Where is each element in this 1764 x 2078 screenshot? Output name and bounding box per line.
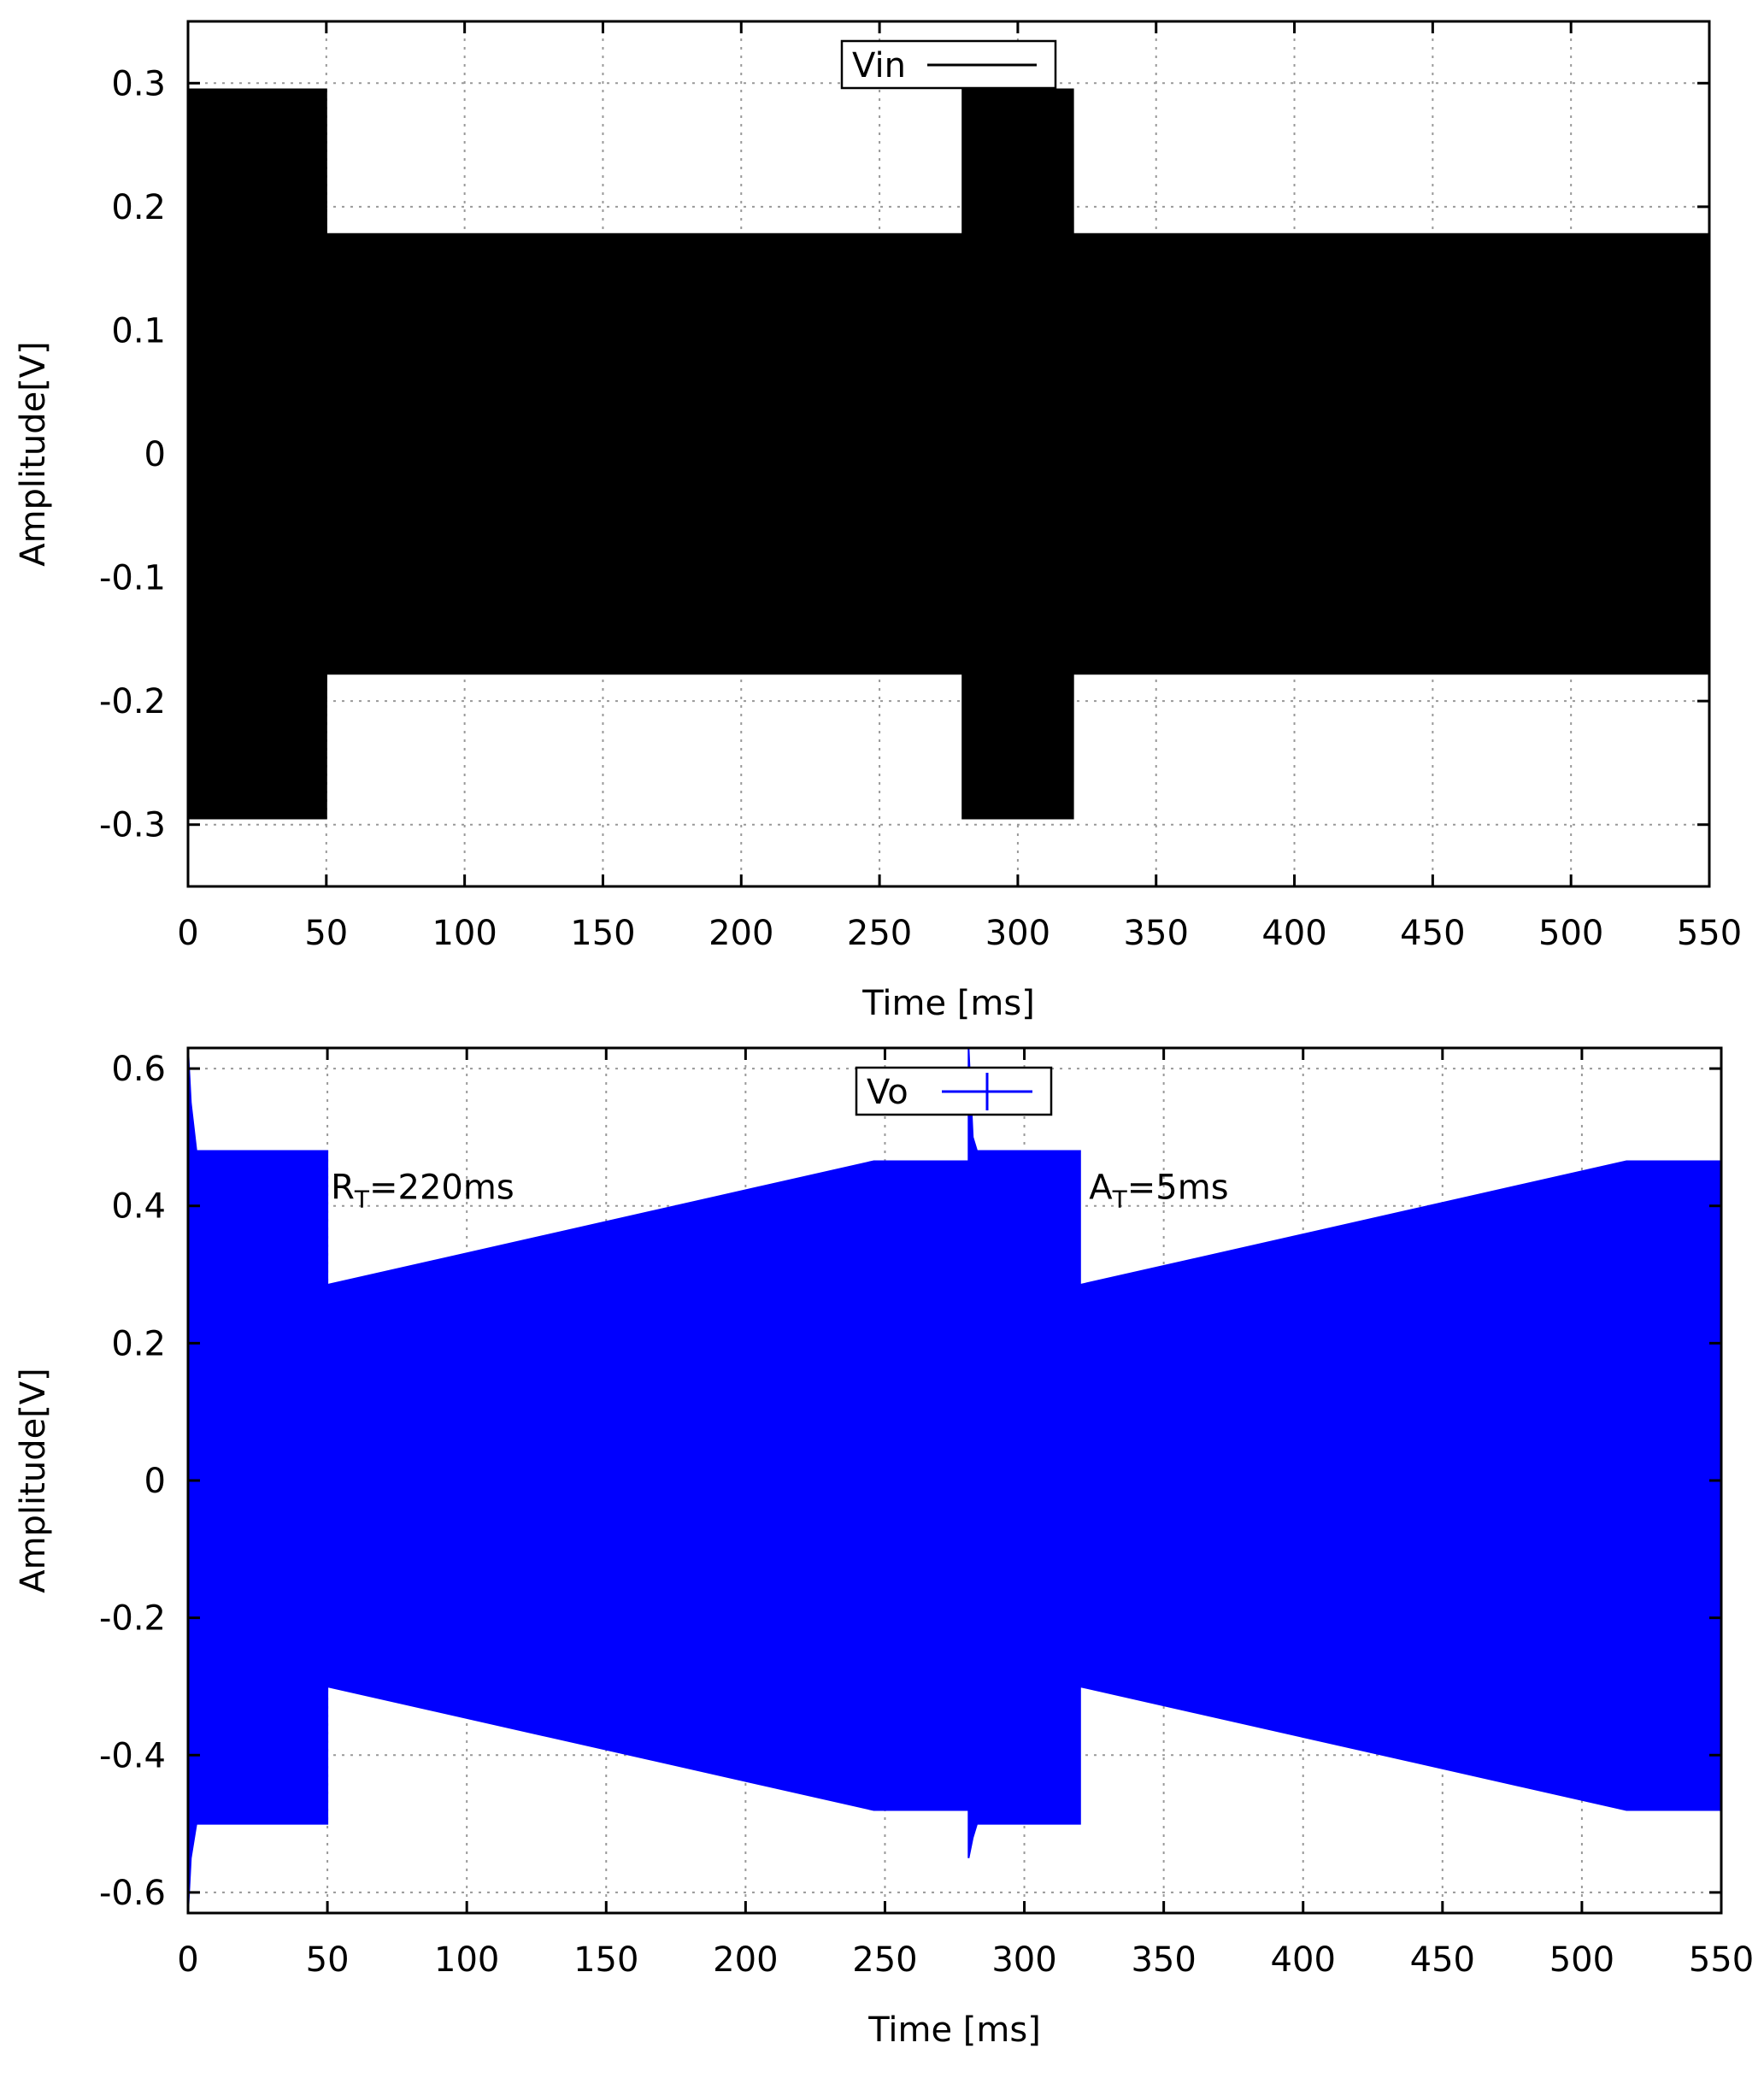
y-tick-labels: -0.3 -0.2 -0.1 0 0.1 0.2 0.3 [99, 64, 166, 845]
x-tick-label: 250 [852, 1940, 917, 1980]
x-axis-title: Time [ms] [867, 2010, 1041, 2050]
y-tick-label: -0.4 [99, 1736, 166, 1775]
legend: Vo [855, 1066, 1053, 1116]
x-tick-label: 200 [709, 914, 773, 953]
x-axis-title: Time [ms] [861, 984, 1035, 1023]
annotation: AT=5ms [1089, 1169, 1228, 1214]
x-tick-label: 300 [985, 914, 1050, 953]
x-tick-label: 0 [177, 1940, 198, 1980]
y-tick-label: 0.2 [111, 188, 166, 227]
y-tick-label: 0.2 [111, 1324, 166, 1363]
y-tick-labels: -0.6 -0.4 -0.2 0 0.2 0.4 0.6 [99, 1050, 166, 1913]
y-tick-label: -0.6 [99, 1874, 166, 1913]
y-tick-label: 0 [144, 435, 166, 474]
x-tick-label: 500 [1538, 914, 1603, 953]
x-tick-label: 50 [306, 1940, 350, 1980]
chart-vin: -0.3 -0.2 -0.1 0 0.1 0.2 0.3 0 50 100 150 200 250 30… [14, 20, 1742, 1023]
series-marks [187, 88, 1710, 820]
annotations: RT=220ms AT=5ms [331, 1169, 1228, 1214]
annotation: RT=220ms [331, 1169, 514, 1214]
series-vin-envelope [187, 88, 1710, 820]
x-tick-label: 550 [1689, 1940, 1754, 1980]
x-tick-label: 250 [847, 914, 912, 953]
x-tick-label: 350 [1124, 914, 1189, 953]
y-tick-label: 0.3 [111, 64, 166, 103]
legend: Vin [840, 39, 1057, 90]
x-tick-label: 150 [570, 914, 635, 953]
y-tick-label: 0.1 [111, 311, 166, 350]
x-tick-label: 200 [713, 1940, 778, 1980]
x-tick-label: 400 [1271, 1940, 1336, 1980]
y-tick-label: -0.2 [99, 1599, 166, 1639]
y-tick-label: 0.6 [111, 1050, 166, 1089]
x-tick-label: 100 [432, 914, 497, 953]
legend-label: Vin [852, 46, 906, 85]
y-tick-label: 0.4 [111, 1187, 166, 1227]
x-tick-label: 500 [1549, 1940, 1614, 1980]
x-tick-labels: 0 50 100 150 200 250 300 350 400 450 500 550 [177, 1940, 1754, 1980]
x-tick-label: 550 [1677, 914, 1742, 953]
x-tick-label: 300 [991, 1940, 1056, 1980]
x-tick-label: 150 [573, 1940, 638, 1980]
legend-label: Vo [867, 1073, 908, 1112]
chart-vo: -0.6 -0.4 -0.2 0 0.2 0.4 0.6 0 50 100 150 200 250 30… [14, 1046, 1754, 2050]
tick-marks [186, 1048, 1723, 1913]
x-tick-label: 50 [304, 914, 348, 953]
tick-marks [186, 21, 1711, 886]
x-tick-label: 450 [1400, 914, 1465, 953]
x-tick-label: 350 [1131, 1940, 1196, 1980]
y-tick-label: -0.3 [99, 806, 166, 845]
y-tick-label: -0.1 [99, 559, 166, 598]
y-axis-title: Amplitude[V] [14, 1368, 53, 1593]
x-tick-label: 450 [1410, 1940, 1475, 1980]
x-tick-label: 100 [434, 1940, 499, 1980]
x-tick-label: 400 [1261, 914, 1326, 953]
x-tick-label: 0 [177, 914, 198, 953]
y-tick-label: 0 [144, 1462, 166, 1501]
x-tick-labels: 0 50 100 150 200 250 300 350 400 450 500 550 [177, 914, 1742, 953]
y-tick-label: -0.2 [99, 682, 166, 721]
y-axis-title: Amplitude[V] [14, 341, 53, 567]
